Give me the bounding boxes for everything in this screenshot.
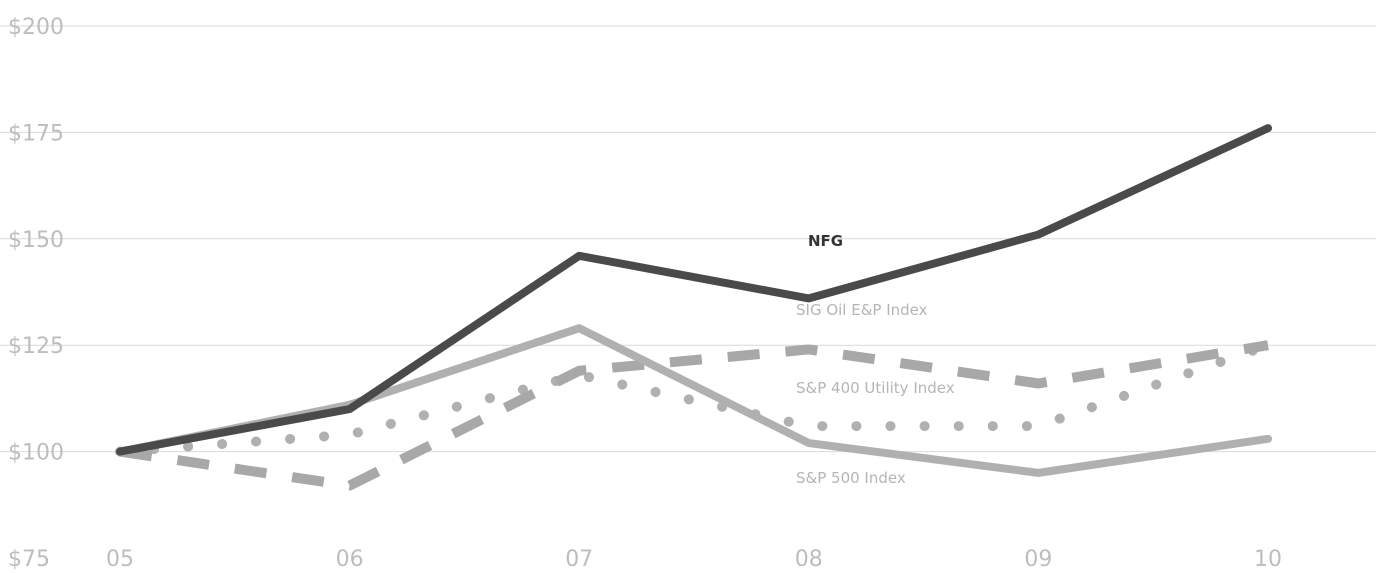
gridlines xyxy=(0,25,1376,453)
series-label-s-p-400-utility-index: S&P 400 Utility Index xyxy=(796,379,955,397)
series-line-nfg xyxy=(116,124,1272,456)
y-axis-ticks: $75 $100 $125 $150 $175 $200 xyxy=(8,15,64,572)
x-tick-label: 08 xyxy=(795,547,823,572)
series-label-s-p-500-index: S&P 500 Index xyxy=(796,469,906,487)
x-tick-label: 06 xyxy=(336,547,364,572)
y-tick-label: $200 xyxy=(8,15,64,40)
y-tick-label: $150 xyxy=(8,228,64,253)
x-tick-label: 05 xyxy=(106,547,134,572)
y-tick-label: $75 xyxy=(8,547,50,572)
x-tick-label: 09 xyxy=(1024,547,1052,572)
x-tick-label: 07 xyxy=(565,547,593,572)
x-tick-label: 10 xyxy=(1254,547,1282,572)
series-label-nfg: NFG xyxy=(808,232,843,250)
y-tick-label: $125 xyxy=(8,334,64,359)
series-label-sig-oil-e-p-index: SIG Oil E&P Index xyxy=(796,301,928,319)
y-tick-label: $100 xyxy=(8,441,64,466)
series-labels: NFG SIG Oil E&P Index S&P 400 Utility Inde… xyxy=(796,232,955,487)
x-axis-ticks: 05 06 07 08 09 10 xyxy=(106,547,1282,572)
series-line-s-p-400-utility-index xyxy=(119,340,1269,491)
y-tick-label: $175 xyxy=(8,121,64,146)
series-lines xyxy=(115,124,1273,491)
